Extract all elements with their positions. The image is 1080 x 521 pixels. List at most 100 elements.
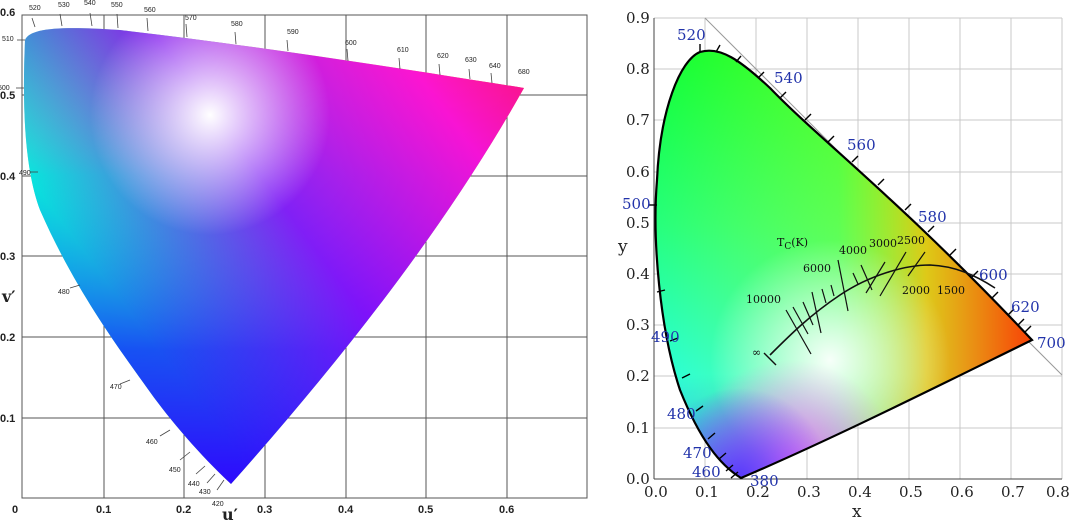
xy-wl-560: 560 [847,136,876,154]
uv-wl-440: 440 [188,481,200,488]
xy-y-tick-3: 0.3 [626,316,650,334]
uv-wl-560: 560 [144,7,156,14]
xy-x-tick-3: 0.3 [797,483,821,501]
xy-y-tick-6: 0.6 [626,163,650,181]
uv-chart: 420 430 440 450 460 470 480 490 500 510 … [0,0,588,521]
uv-x-tick-6: 0.6 [499,504,514,516]
uv-wl-630: 630 [465,57,477,64]
uv-wl-490: 490 [19,170,31,177]
xy-chart: 380 460 470 480 490 500 520 540 560 580 … [617,9,1070,521]
xy-wl-540: 540 [774,69,803,87]
uv-wl-680: 680 [518,69,530,76]
planckian-title-t: T [777,236,785,249]
uv-x-tick-0: 0 [12,504,18,516]
uv-wl-500: 500 [0,85,10,92]
xy-wl-520: 520 [677,26,706,44]
uv-wl-420: 420 [212,501,224,508]
uv-y-tick-1: 0.1 [0,413,15,425]
uv-y-tick-2: 0.2 [0,332,15,344]
planckian-title-unit: (K) [791,236,808,249]
planckian-title-sub: C [784,242,791,252]
xy-wl-600: 600 [979,266,1008,284]
uv-y-tick-4: 0.4 [0,171,16,183]
xy-y-tick-4: 0.4 [626,265,650,283]
uv-spectral-ticks [16,12,493,491]
xy-wl-620: 620 [1011,298,1040,316]
uv-x-axis-title: u′ [222,505,238,521]
xy-x-axis-title: x [852,502,862,521]
xy-y-tick-0: 0.0 [626,470,650,488]
xy-wl-470: 470 [683,444,712,462]
uv-wl-550: 550 [111,2,123,9]
uv-wavelength-labels: 420 430 440 450 460 470 480 490 500 510 … [0,0,530,508]
uv-y-axis-title: v′ [1,287,16,306]
xy-wl-580: 580 [918,208,947,226]
xy-x-tick-5: 0.5 [899,483,923,501]
temp-infinity: ∞ [752,346,761,359]
uv-wl-430: 430 [199,489,211,496]
uv-color-gamut [23,28,525,484]
uv-y-ticks: 0.1 0.2 0.3 0.4 0.5 0.6 [0,7,16,425]
temperature-labels: 10000 6000 4000 3000 2500 2000 1500 ∞ [746,234,965,359]
uv-y-tick-6: 0.6 [0,7,15,19]
uv-y-tick-5: 0.5 [0,90,15,102]
uv-wl-610: 610 [397,47,409,54]
uv-x-ticks: 0 0.1 0.2 0.3 0.4 0.5 0.6 [12,504,514,516]
xy-x-tick-6: 0.6 [950,483,974,501]
temp-10000: 10000 [746,293,781,306]
xy-wavelength-labels: 380 460 470 480 490 500 520 540 560 580 … [622,26,1066,490]
uv-wl-590: 590 [287,29,299,36]
xy-y-tick-5: 0.5 [626,214,650,232]
xy-wl-490: 490 [651,328,680,346]
xy-x-ticks: 0.0 0.1 0.2 0.3 0.4 0.5 0.6 0.7 0.8 [644,483,1070,501]
xy-x-tick-1: 0.1 [695,483,719,501]
xy-x-tick-0: 0.0 [644,483,668,501]
uv-x-tick-4: 0.4 [338,504,354,516]
xy-wl-700: 700 [1037,334,1066,352]
uv-wl-480: 480 [58,289,70,296]
planckian-title: TC(K) [777,236,808,252]
uv-wl-540: 540 [84,0,96,7]
planckian-locus-curve [769,264,996,356]
planckian-locus [763,251,996,366]
temp-1500: 1500 [937,284,965,297]
xy-x-tick-8: 0.8 [1046,483,1070,501]
uv-wl-530: 530 [58,2,70,9]
xy-spectral-locus-outline [654,49,1034,480]
xy-wl-380: 380 [750,472,779,490]
uv-wl-600: 600 [345,40,357,47]
uv-wl-580: 580 [231,21,243,28]
temp-6000: 6000 [803,262,831,275]
xy-y-tick-9: 0.9 [626,9,650,27]
uv-x-tick-5: 0.5 [418,504,433,516]
xy-y-ticks: 0.0 0.1 0.2 0.3 0.4 0.5 0.6 0.7 0.8 0.9 [626,9,650,488]
temp-4000: 4000 [839,244,867,257]
xy-y-tick-8: 0.8 [626,60,650,78]
uv-x-tick-2: 0.2 [176,504,191,516]
xy-wl-460: 460 [692,463,721,481]
temp-2000: 2000 [902,284,930,297]
uv-wl-460: 460 [146,439,158,446]
uv-wl-620: 620 [437,53,449,60]
uv-wl-520: 520 [29,5,41,12]
xy-y-tick-1: 0.1 [626,419,650,437]
xy-y-tick-7: 0.7 [626,111,650,129]
xy-x-tick-2: 0.2 [746,483,770,501]
xy-wl-480: 480 [667,405,696,423]
temp-3000: 3000 [869,237,897,250]
xy-wl-500: 500 [622,195,651,213]
uv-wl-640: 640 [489,63,501,70]
uv-wl-510: 510 [2,36,14,43]
uv-x-tick-3: 0.3 [257,504,272,516]
uv-wl-470: 470 [110,384,122,391]
xy-y-axis-title: y [617,237,628,257]
xy-x-tick-7: 0.7 [1001,483,1025,501]
uv-wl-570: 570 [185,15,197,22]
uv-wl-450: 450 [169,467,181,474]
svg-text:TC(K): TC(K) [777,236,808,252]
temp-2500: 2500 [897,234,925,247]
xy-x-tick-4: 0.4 [848,483,872,501]
uv-y-tick-3: 0.3 [0,251,15,263]
uv-x-tick-1: 0.1 [96,504,111,516]
